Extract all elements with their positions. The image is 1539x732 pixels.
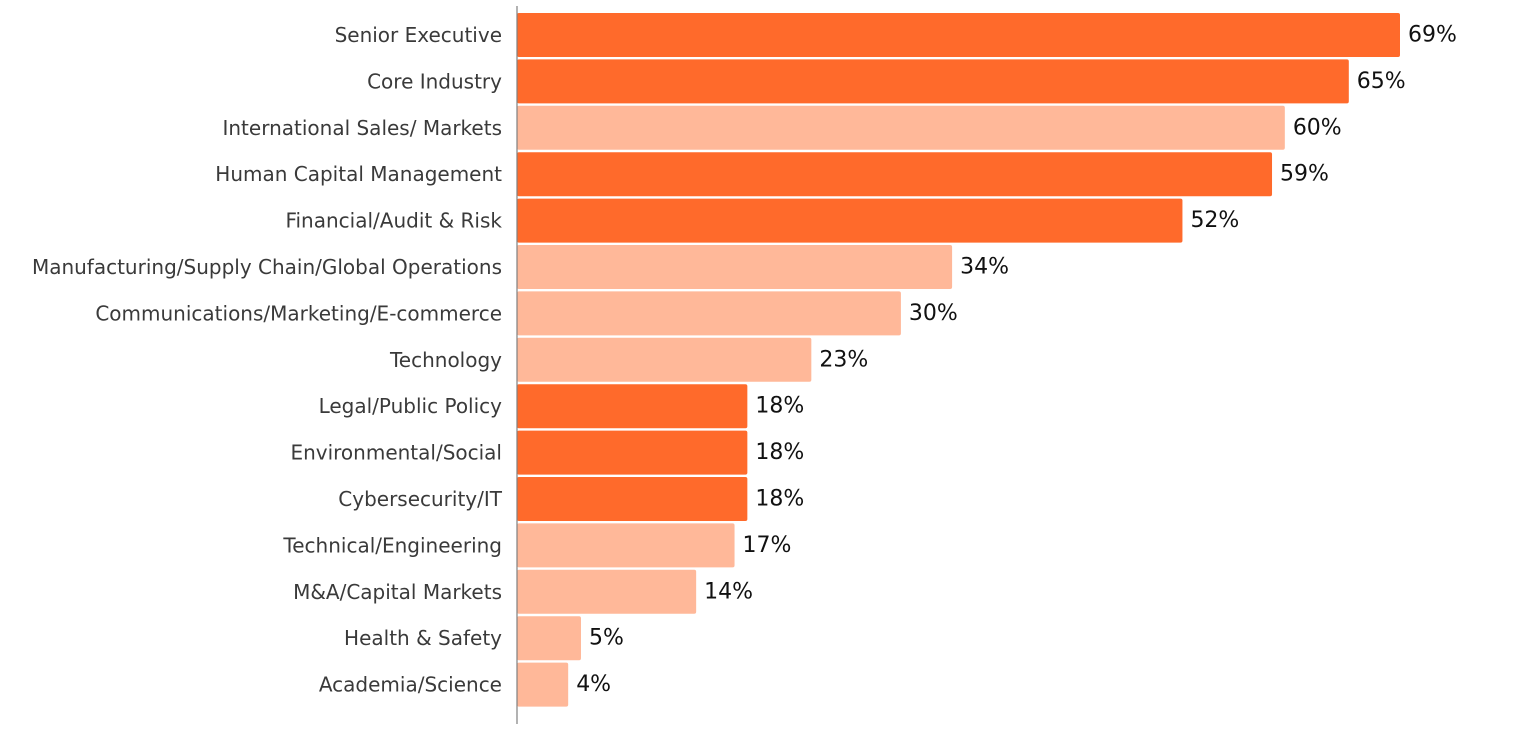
category-label-9: Environmental/Social (290, 441, 502, 465)
category-label-4: Financial/Audit & Risk (285, 209, 502, 233)
category-label-8: Legal/Public Policy (319, 394, 503, 418)
category-label-14: Academia/Science (319, 673, 502, 697)
value-label-6: 30% (909, 301, 958, 326)
value-label-8: 18% (755, 394, 804, 419)
category-label-7: Technology (389, 348, 502, 372)
bar-4 (517, 198, 1183, 243)
value-label-7: 23% (819, 347, 868, 372)
value-label-12: 14% (704, 579, 753, 604)
bar-7 (517, 337, 812, 382)
bar-13 (517, 616, 581, 661)
category-label-5: Manufacturing/Supply Chain/Global Operat… (32, 255, 502, 279)
bar-9 (517, 430, 748, 475)
value-label-13: 5% (589, 626, 624, 651)
bar-11 (517, 523, 735, 568)
value-label-3: 59% (1280, 162, 1329, 187)
value-label-10: 18% (755, 487, 804, 512)
bar-0 (517, 13, 1400, 57)
category-label-2: International Sales/ Markets (222, 116, 502, 140)
bar-1 (517, 59, 1349, 104)
bar-10 (517, 477, 748, 521)
bar-12 (517, 569, 697, 614)
category-label-1: Core Industry (367, 69, 502, 93)
bar-5 (517, 245, 953, 289)
value-label-11: 17% (743, 533, 792, 558)
value-label-2: 60% (1293, 115, 1342, 140)
category-label-6: Communications/Marketing/E-commerce (95, 301, 502, 325)
bar-2 (517, 105, 1285, 150)
value-label-0: 69% (1408, 23, 1457, 48)
bar-14 (517, 662, 569, 707)
category-label-10: Cybersecurity/IT (338, 487, 503, 511)
bar-3 (517, 152, 1273, 197)
value-label-1: 65% (1357, 69, 1406, 94)
category-label-13: Health & Safety (344, 626, 502, 650)
category-label-3: Human Capital Management (215, 162, 502, 186)
value-label-9: 18% (755, 440, 804, 465)
value-label-14: 4% (576, 672, 611, 697)
bar-8 (517, 384, 748, 429)
category-label-12: M&A/Capital Markets (293, 580, 502, 604)
category-label-11: Technical/Engineering (282, 533, 502, 557)
bar-6 (517, 291, 901, 336)
value-label-5: 34% (960, 255, 1009, 280)
category-label-0: Senior Executive (335, 23, 502, 47)
value-label-4: 52% (1190, 208, 1239, 233)
